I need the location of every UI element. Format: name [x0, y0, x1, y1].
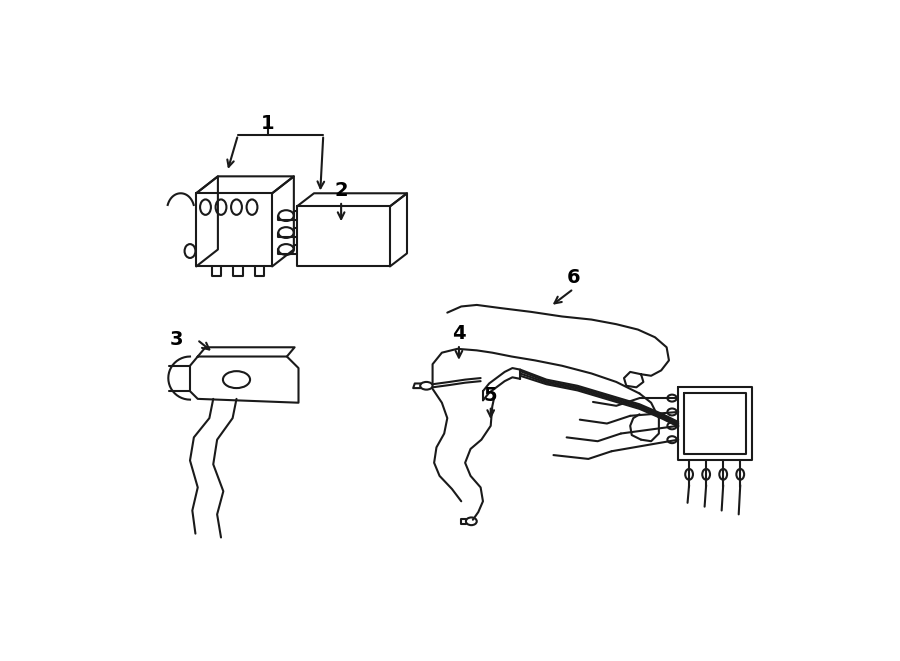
Ellipse shape	[685, 469, 693, 480]
Ellipse shape	[420, 382, 433, 389]
Ellipse shape	[231, 200, 242, 215]
Ellipse shape	[247, 200, 257, 215]
Ellipse shape	[184, 244, 195, 258]
Ellipse shape	[216, 200, 227, 215]
Ellipse shape	[278, 244, 293, 255]
Text: 4: 4	[452, 324, 465, 343]
Ellipse shape	[223, 371, 250, 388]
Text: 6: 6	[567, 268, 580, 288]
Ellipse shape	[736, 469, 744, 480]
Text: 5: 5	[484, 385, 498, 405]
Ellipse shape	[668, 436, 677, 443]
Ellipse shape	[702, 469, 710, 480]
Ellipse shape	[278, 227, 293, 238]
Ellipse shape	[668, 395, 677, 402]
Ellipse shape	[668, 422, 677, 429]
Text: 1: 1	[261, 114, 274, 134]
Ellipse shape	[200, 200, 211, 215]
Ellipse shape	[668, 408, 677, 415]
Ellipse shape	[466, 518, 477, 525]
Ellipse shape	[719, 469, 727, 480]
Text: 2: 2	[334, 182, 348, 200]
Ellipse shape	[278, 210, 293, 221]
Text: 3: 3	[169, 330, 183, 349]
